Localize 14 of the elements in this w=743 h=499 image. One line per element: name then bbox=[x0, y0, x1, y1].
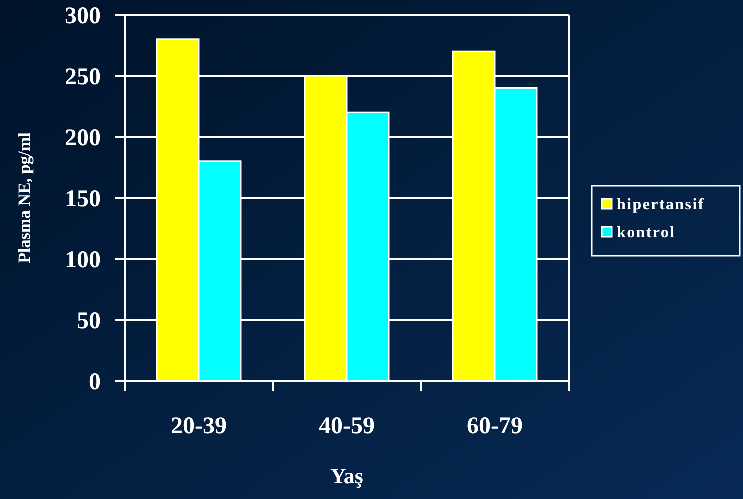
x-axis-title: Yaş bbox=[330, 464, 364, 489]
y-tick-label: 100 bbox=[65, 247, 101, 274]
y-tick-label: 50 bbox=[77, 308, 101, 334]
y-axis-title: Plasma NE, pg/ml bbox=[14, 132, 34, 264]
y-tick-label: 200 bbox=[65, 125, 101, 152]
y-tick-label: 250 bbox=[65, 64, 101, 90]
x-tick-label: 40-59 bbox=[319, 413, 375, 440]
y-tick-label: 300 bbox=[65, 3, 101, 30]
legend-label: kontrol bbox=[617, 224, 676, 242]
x-tick-label: 60-79 bbox=[467, 413, 523, 440]
x-tick-label: 20-39 bbox=[171, 413, 227, 440]
y-tick-label: 150 bbox=[65, 186, 101, 212]
legend-label: hipertansif bbox=[617, 196, 705, 214]
y-tick-label: 0 bbox=[89, 369, 101, 396]
